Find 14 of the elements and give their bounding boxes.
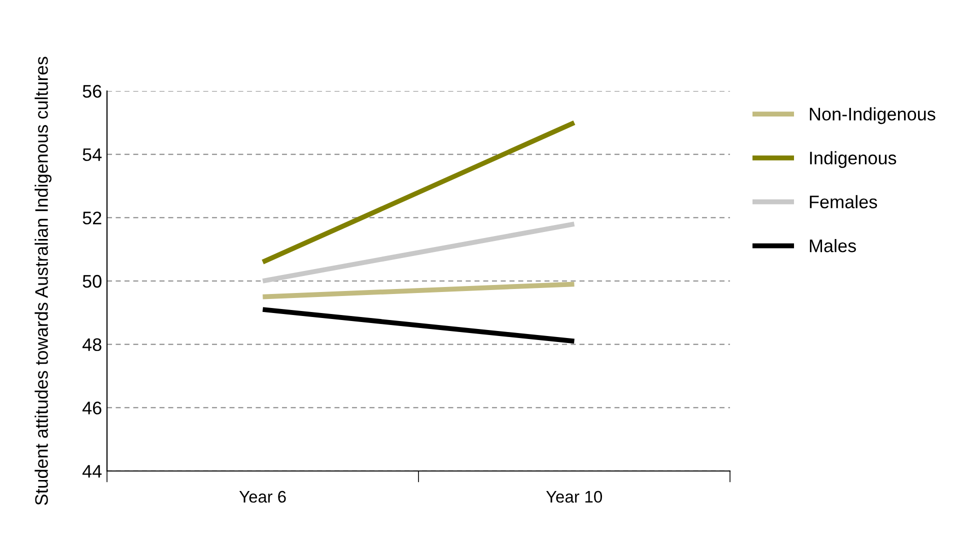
legend-label: Non-Indigenous — [810, 107, 936, 124]
y-tick-label: 50 — [82, 274, 102, 288]
y-tick-label: 48 — [82, 338, 102, 352]
y-tick-label: 46 — [82, 402, 102, 414]
x-tick-label: Year 6 — [239, 490, 286, 503]
y-axis-title: Student attitudes towards Australian Indigenous cultures — [34, 56, 52, 505]
legend-label: Females — [810, 195, 878, 208]
x-tick-label: Year 10 — [546, 490, 602, 503]
legend-label: Males — [810, 238, 856, 252]
legend-label: Indigenous — [810, 151, 896, 168]
y-tick-label: 56 — [82, 84, 102, 98]
y-tick-label: 54 — [82, 148, 102, 162]
y-tick-label: 44 — [82, 465, 102, 478]
y-tick-label: 52 — [82, 212, 102, 224]
